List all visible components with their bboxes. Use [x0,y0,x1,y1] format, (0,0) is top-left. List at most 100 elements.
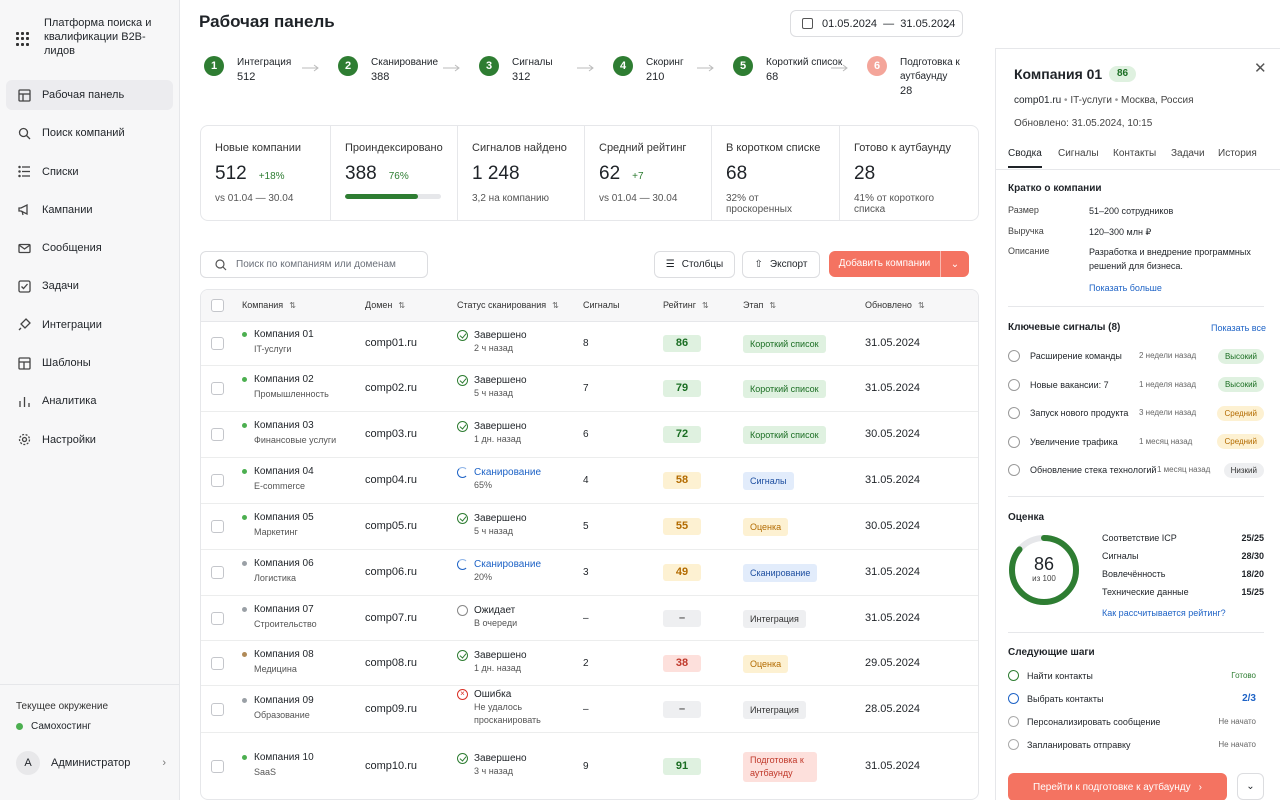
rating-badge: 55 [663,518,701,535]
domain-cell[interactable]: comp01.ru [365,337,417,349]
table-row[interactable]: Компания 08 Медицина comp08.ru Завершено 1 д… [201,641,978,686]
domain-cell[interactable]: comp05.ru [365,520,417,532]
table-row[interactable]: Компания 10 SaaS comp10.ru Завершено 3 ч наз… [201,733,978,799]
company-cell[interactable]: Компания 06 Логистика [242,558,314,583]
sidebar-item-8[interactable]: Шаблоны [6,348,173,378]
domain-cell[interactable]: comp03.ru [365,428,417,440]
next-step-row[interactable]: Найти контакты Готово [1008,670,1264,681]
sidebar-item-2[interactable]: Поиск компаний [6,118,173,148]
more-actions-button[interactable]: ⌄ [1237,773,1264,800]
add-companies-button[interactable]: Добавить компании ⌄ [829,251,969,277]
table-row[interactable]: Компания 06 Логистика comp06.ru Сканировани… [201,550,978,596]
pipeline-step[interactable]: 5 Короткий список 68 [733,56,842,84]
sidebar-item-9[interactable]: Аналитика [6,386,173,416]
row-checkbox[interactable] [211,656,224,670]
domain-cell[interactable]: comp10.ru [365,760,417,772]
company-cell[interactable]: Компания 10 SaaS [242,752,314,777]
columns-button[interactable]: ☰ Столбцы [654,251,735,278]
sidebar-item-1[interactable]: Рабочая панель [6,80,173,110]
sidebar-item-3[interactable]: Списки [6,157,173,187]
sidebar-item-5[interactable]: Сообщения [6,233,173,263]
sidebar-item-6[interactable]: Задачи [6,271,173,301]
table-row[interactable]: Компания 05 Маркетинг comp05.ru Завершено 5 … [201,504,978,550]
show-all-signals-link[interactable]: Показать все [1211,323,1266,333]
show-more-link[interactable]: Показать больше [1089,283,1162,293]
company-domain[interactable]: comp01.ru [1014,95,1062,106]
tab-4[interactable]: Задачи [1171,148,1205,159]
scan-status: Ожидает В очереди [457,604,517,630]
row-checkbox[interactable] [211,337,224,350]
company-cell[interactable]: Компания 04 E-commerce [242,466,314,491]
next-step-row[interactable]: Выбрать контакты 2/3 [1008,693,1264,704]
export-button[interactable]: ⇧ Экспорт [742,251,820,278]
sidebar-item-10[interactable]: Настройки [6,425,173,455]
column-header[interactable]: Сигналы [583,300,620,310]
domain-cell[interactable]: comp02.ru [365,382,417,394]
sidebar-item-7[interactable]: Интеграции [6,310,173,340]
date-range-picker[interactable]: 01.05.2024 — 31.05.2024 ⌄ [790,10,963,37]
company-cell[interactable]: Компания 07 Строительство [242,604,317,629]
rating-explain-link[interactable]: Как рассчитывается рейтинг? [1102,608,1226,618]
table-row[interactable]: Компания 07 Строительство comp07.ru Ожидает… [201,596,978,641]
row-checkbox[interactable] [211,760,224,773]
tab-1[interactable]: Сводка [1008,148,1042,168]
row-checkbox[interactable] [211,382,224,395]
company-cell[interactable]: Компания 03 Финансовые услуги [242,420,336,445]
column-header[interactable]: Компания ⇅ [242,300,296,310]
signal-row[interactable]: Новые вакансии: 7 1 неделя назад Высокий [1008,377,1264,393]
column-header[interactable]: Этап ⇅ [743,300,776,310]
company-cell[interactable]: Компания 09 Образование [242,695,314,720]
pipeline-step[interactable]: 1 Интеграция 512 [204,56,291,84]
status-dot-icon [242,332,247,337]
company-cell[interactable]: Компания 02 Промышленность [242,374,329,399]
user-menu[interactable]: А Администратор › [16,751,166,775]
chevron-down-icon[interactable]: ⌄ [950,258,960,270]
close-icon[interactable]: ✕ [1254,60,1267,77]
domain-cell[interactable]: comp08.ru [365,656,417,669]
pipeline-step[interactable]: 4 Скоринг 210 [613,56,684,84]
company-search[interactable] [200,251,428,278]
go-to-outbound-button[interactable]: Перейти к подготовке к аутбаунду › [1008,773,1227,800]
row-checkbox[interactable] [211,702,224,716]
environment-block: Текущее окружение Самохостинг [0,684,180,732]
apps-grid-icon[interactable] [16,32,30,46]
domain-cell[interactable]: comp09.ru [365,702,417,715]
next-step-row[interactable]: Запланировать отправку Не начато [1008,739,1264,750]
column-header[interactable]: Обновлено ⇅ [865,300,925,310]
pipeline-step[interactable]: 2 Сканирование 388 [338,56,438,84]
row-checkbox[interactable] [211,474,224,487]
domain-cell[interactable]: comp06.ru [365,566,417,578]
signal-row[interactable]: Обновление стека технологий 1 месяц назад… [1008,462,1264,478]
scan-status-text: Завершено 2 ч назад [474,329,527,355]
row-checkbox[interactable] [211,611,224,625]
tab-2[interactable]: Сигналы [1058,148,1099,159]
pipeline-step[interactable]: 6 Подготовка к аутбаунду 28 [867,56,970,98]
table-row[interactable]: Компания 02 Промышленность comp02.ru Заверш… [201,366,978,412]
table-row[interactable]: Компания 01 IT-услуги comp01.ru Завершено 2 … [201,322,978,366]
company-cell[interactable]: Компания 01 IT-услуги [242,329,314,354]
company-cell[interactable]: Компания 05 Маркетинг [242,512,314,537]
column-header[interactable]: Рейтинг ⇅ [663,300,709,310]
search-input[interactable] [236,259,416,270]
table-row[interactable]: Компания 04 E-commerce comp04.ru Сканирован… [201,458,978,504]
pipeline-step[interactable]: 3 Сигналы 312 [479,56,553,84]
signal-row[interactable]: Запуск нового продукта 3 недели назад Сред… [1008,405,1264,421]
domain-cell[interactable]: comp04.ru [365,474,417,486]
select-all-checkbox[interactable] [211,299,224,312]
table-row[interactable]: Компания 03 Финансовые услуги comp03.ru Зав… [201,412,978,458]
row-checkbox[interactable] [211,428,224,441]
tab-5[interactable]: История [1218,148,1257,159]
table-row[interactable]: Компания 09 Образование comp09.ru × Ошибка Не… [201,686,978,733]
company-cell[interactable]: Компания 08 Медицина [242,649,314,674]
row-checkbox[interactable] [211,566,224,579]
row-checkbox[interactable] [211,520,224,533]
domain-cell[interactable]: comp07.ru [365,611,417,624]
sidebar-item-4[interactable]: Кампании [6,195,173,225]
column-header[interactable]: Статус сканирования ⇅ [457,300,559,310]
signal-row[interactable]: Увеличение трафика 1 месяц назад Средний [1008,434,1264,450]
signal-level-badge: Низкий [1223,462,1264,478]
column-header[interactable]: Домен ⇅ [365,300,405,310]
next-step-row[interactable]: Персонализировать сообщение Не начато [1008,716,1264,727]
signal-row[interactable]: Расширение команды 2 недели назад Высокий [1008,348,1264,364]
tab-3[interactable]: Контакты [1113,148,1157,159]
